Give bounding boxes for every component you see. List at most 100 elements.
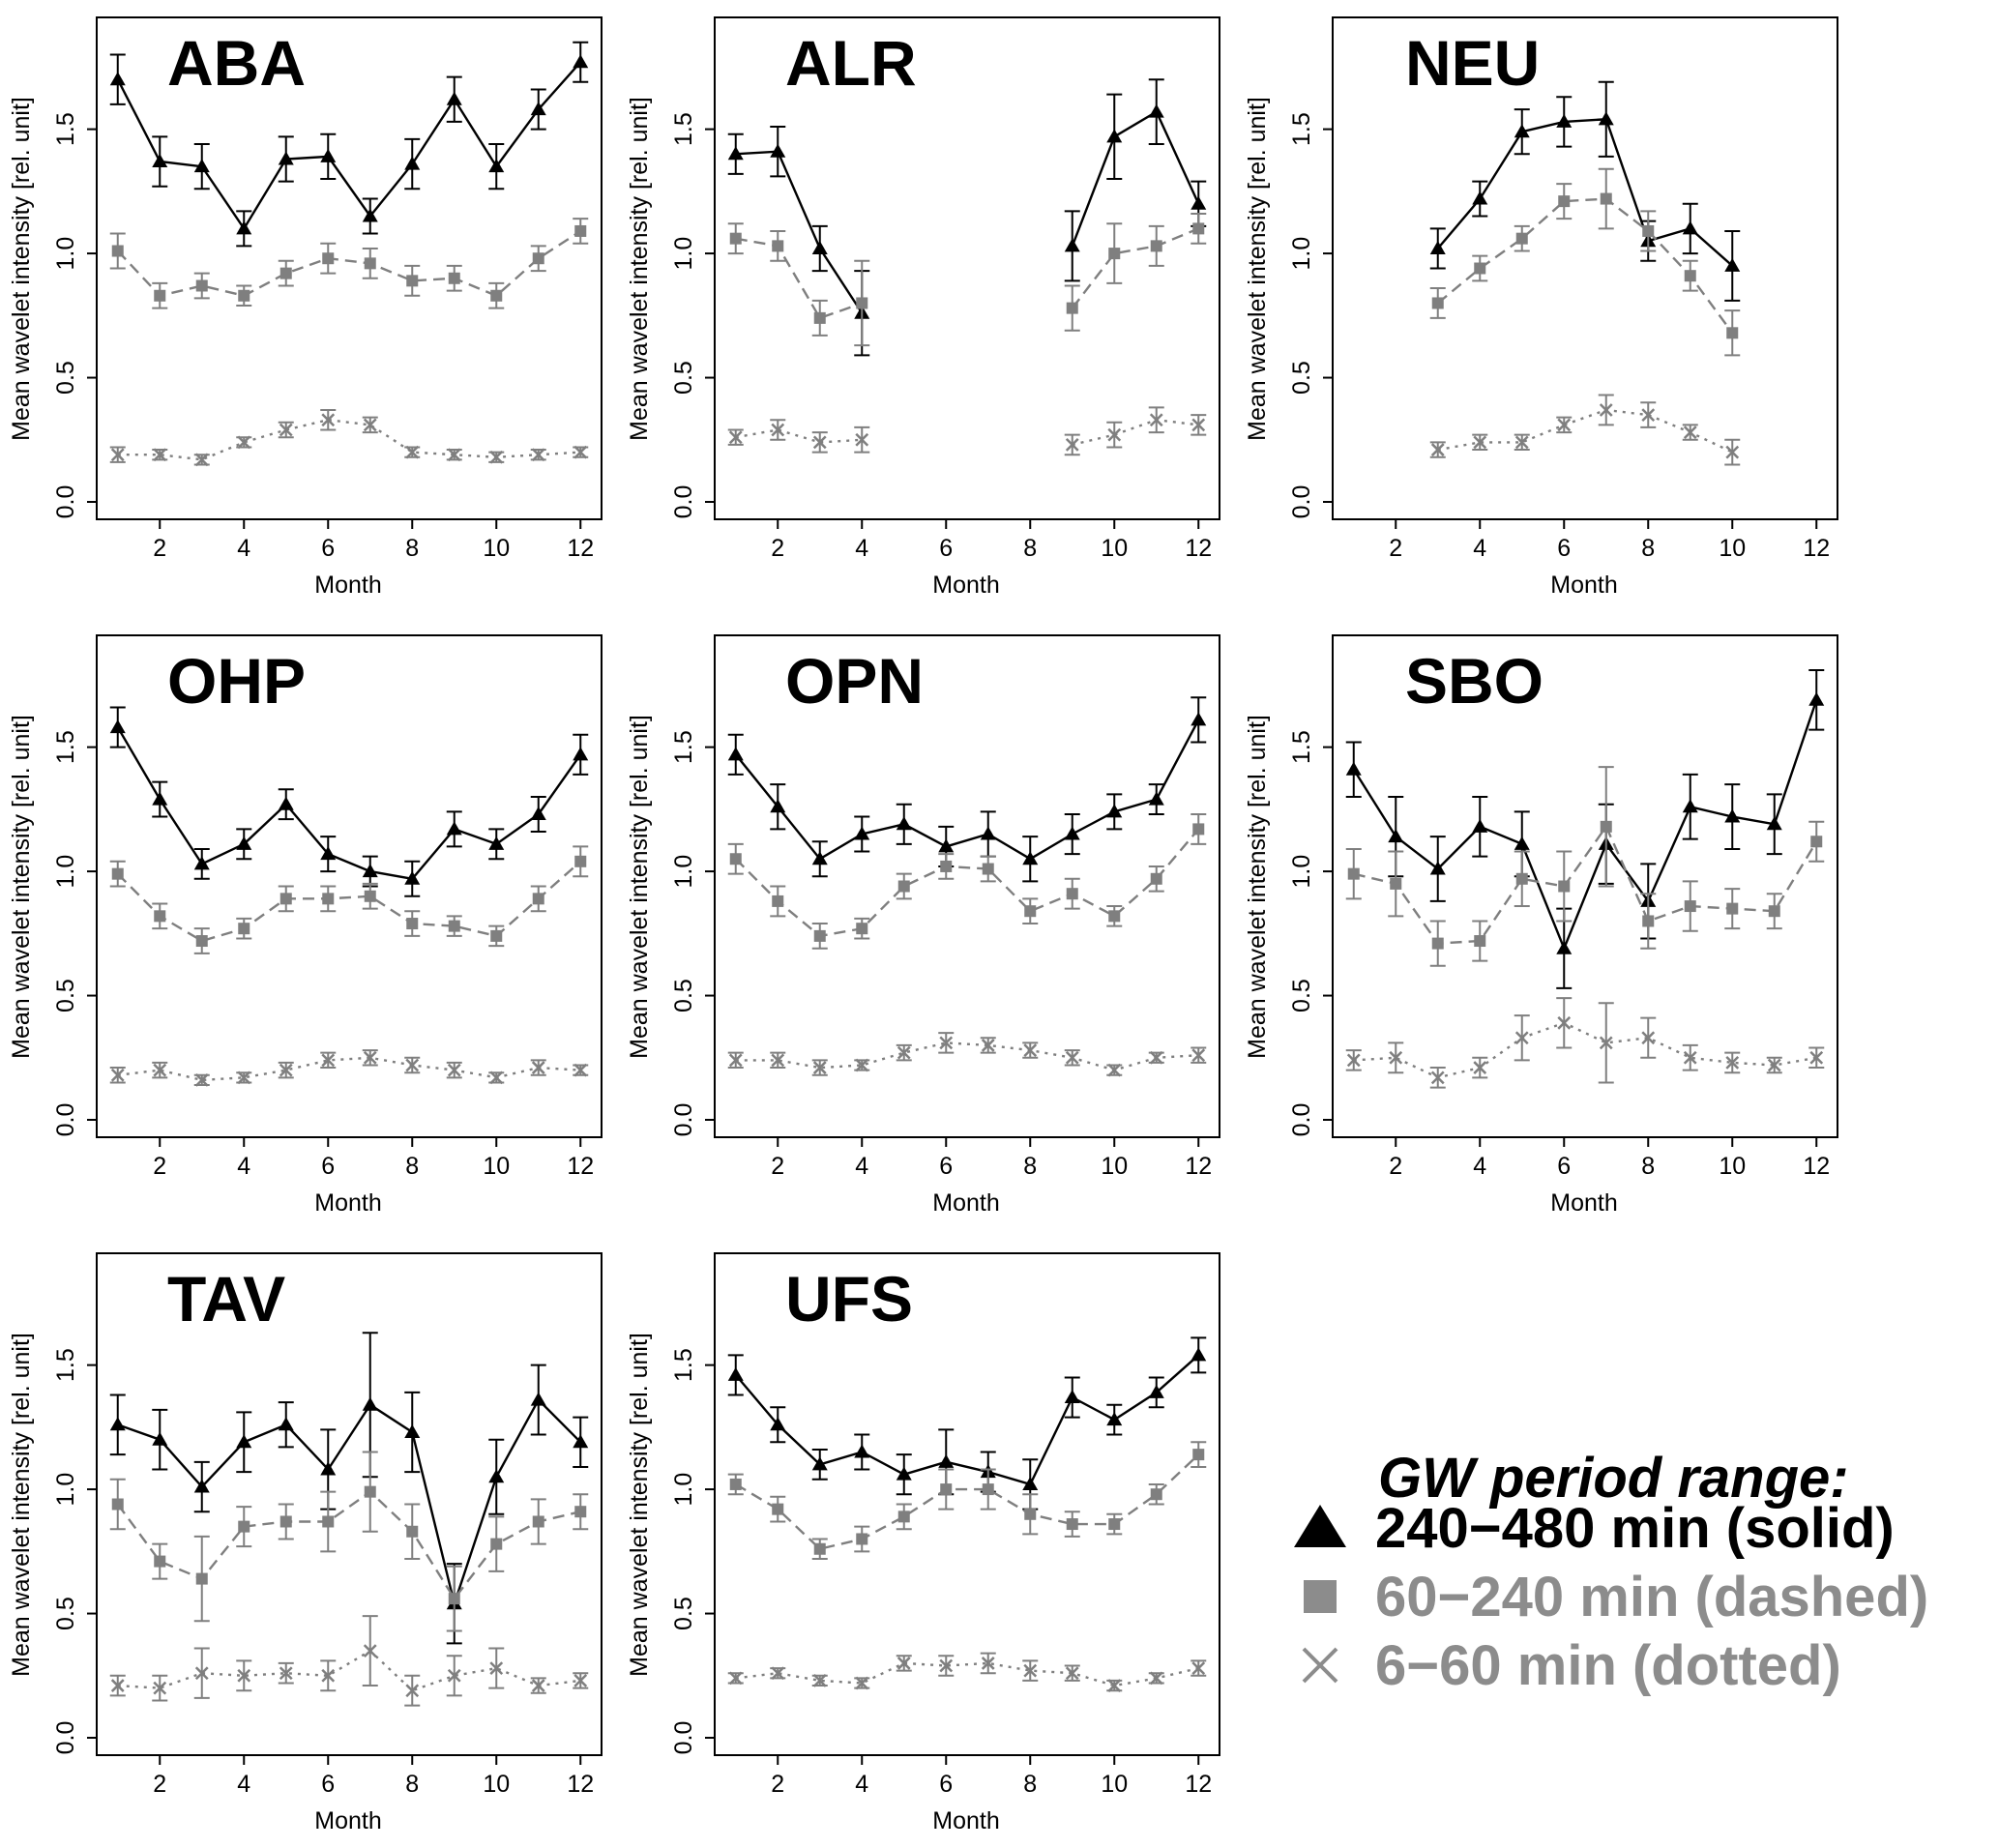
data-point-square [856, 1533, 868, 1545]
data-point-square [574, 224, 587, 237]
panel-alr: ALR 2 4 6 8 10 12 Month 0.0 0.5 1.0 1.5 Mean wavelet… [626, 16, 1220, 599]
x-tick-label: 2 [771, 1771, 784, 1798]
data-point-square [813, 311, 826, 324]
data-point-square [1558, 195, 1571, 208]
series-line-short [735, 1661, 1199, 1687]
data-point-cross [321, 1053, 336, 1068]
y-tick-label: 1.5 [670, 112, 697, 146]
station-title: OHP [167, 645, 306, 717]
data-point-square [238, 1520, 250, 1533]
data-point-cross [573, 445, 588, 459]
data-point-triangle [362, 208, 378, 222]
x-tick-label: 12 [1185, 1153, 1212, 1180]
y-tick-label: 0.0 [52, 1103, 79, 1137]
data-point-square [532, 893, 544, 905]
x-tick-label: 12 [567, 1153, 594, 1180]
data-point-cross [194, 1073, 209, 1087]
data-point-square [154, 1555, 166, 1568]
data-point-triangle [530, 1392, 546, 1406]
data-point-square [1192, 222, 1205, 235]
data-point-triangle [488, 836, 505, 850]
data-point-triangle [1064, 826, 1080, 840]
panel-ufs: UFS 2 4 6 8 10 12 Month 0.0 0.5 1.0 1.5 Mean wavelet… [626, 1252, 1220, 1834]
x-tick-label: 8 [1023, 1771, 1037, 1798]
x-axis-title: Month [314, 1807, 381, 1834]
data-point-triangle [320, 148, 337, 162]
data-point-triangle [1724, 257, 1741, 272]
data-point-cross [1023, 1043, 1038, 1057]
x-tick-label: 2 [1389, 535, 1402, 562]
data-point-cross [1514, 1031, 1529, 1045]
data-point-cross [855, 432, 869, 447]
data-point-square [1515, 232, 1528, 245]
data-point-square [364, 1485, 376, 1498]
data-point-cross [363, 1050, 377, 1065]
legend-label: 240−480 min (solid) [1375, 1497, 1895, 1560]
x-tick-label: 10 [1719, 535, 1746, 562]
data-point-triangle [488, 1469, 505, 1483]
y-axis-title: Mean wavelet intensity [rel. unit] [8, 1333, 35, 1677]
series-long [727, 696, 1207, 883]
series-long [1429, 80, 1741, 302]
y-axis-title: Mean wavelet intensity [rel. unit] [8, 715, 35, 1059]
series-line-long [1352, 699, 1818, 952]
data-point-square [111, 245, 124, 257]
data-point-cross [489, 450, 504, 464]
data-point-cross [1809, 1050, 1824, 1065]
series-medium [109, 218, 589, 309]
data-point-cross [1107, 1679, 1122, 1692]
x-tick-label: 2 [153, 1153, 166, 1180]
data-point-cross [405, 1684, 420, 1698]
data-point-square [1108, 910, 1121, 923]
y-tick-label: 0.0 [52, 1721, 79, 1755]
data-point-cross [897, 1045, 911, 1060]
data-point-cross [1065, 1666, 1079, 1681]
x-tick-label: 6 [321, 535, 335, 562]
data-point-square [1024, 905, 1037, 918]
data-point-cross [1473, 435, 1487, 450]
series-line-long [1436, 118, 1734, 267]
data-point-triangle [854, 1444, 870, 1458]
series-line-short [735, 1041, 1199, 1071]
data-point-cross [981, 1039, 995, 1052]
data-point-triangle [1022, 851, 1039, 865]
series-line-short [117, 1649, 581, 1692]
data-point-triangle [938, 1453, 955, 1468]
data-point-square [406, 1525, 419, 1538]
data-point-square [772, 895, 784, 907]
data-point-cross [1767, 1058, 1781, 1072]
data-point-square [490, 929, 503, 942]
x-tick-label: 6 [321, 1771, 335, 1798]
data-point-cross [1149, 1671, 1163, 1686]
x-tick-label: 4 [237, 535, 250, 562]
legend: GW period range: 240−480 min (solid)60−2… [1294, 1447, 1928, 1697]
x-tick-label: 12 [567, 535, 594, 562]
data-point-triangle [1064, 1390, 1080, 1404]
panel-sbo: SBO 2 4 6 8 10 12 Month 0.0 0.5 1.0 1.5 Mean wavelet… [1244, 634, 1838, 1217]
data-point-triangle [152, 791, 168, 806]
data-point-cross [728, 430, 743, 445]
y-tick-label: 0.5 [670, 979, 697, 1012]
panel-frame [714, 1252, 1220, 1756]
x-tick-label: 8 [1641, 535, 1655, 562]
data-point-triangle [488, 159, 505, 173]
data-point-square [279, 893, 292, 905]
data-point-square [322, 893, 335, 905]
x-tick-label: 2 [153, 535, 166, 562]
data-point-cross [1191, 1048, 1206, 1063]
data-point-square [1642, 224, 1655, 237]
y-tick-label: 1.5 [52, 112, 79, 146]
x-tick-label: 4 [237, 1771, 250, 1798]
y-tick-label: 0.0 [670, 1103, 697, 1137]
x-tick-label: 8 [405, 1153, 419, 1180]
series-medium [1345, 766, 1825, 967]
data-point-square [448, 920, 460, 932]
data-point-triangle [1808, 691, 1825, 706]
panel-aba: ABA 2 4 6 8 10 12 Month 0.0 0.5 1.0 1.5 Mean wavelet… [8, 16, 603, 599]
data-point-cross [279, 1063, 293, 1077]
data-point-square [1726, 902, 1739, 915]
x-tick-label: 10 [1101, 1153, 1128, 1180]
data-point-cross [531, 1679, 545, 1692]
data-point-triangle [1514, 836, 1530, 850]
data-point-cross [855, 1058, 869, 1072]
